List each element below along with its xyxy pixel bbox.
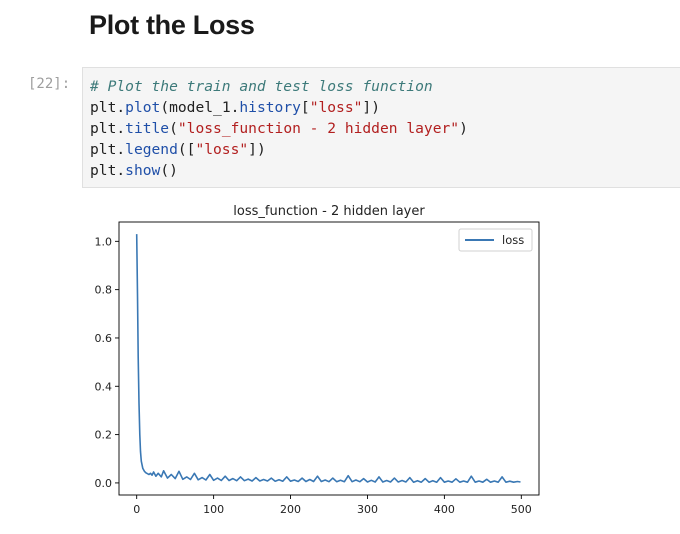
- code-line-legend: plt.legend(["loss"]): [90, 141, 266, 158]
- code-comment: # Plot the train and test loss function: [90, 78, 433, 95]
- y-axis: 0.0 0.2 0.4 0.6 0.8 1.0: [95, 235, 119, 490]
- legend: loss: [458, 228, 533, 252]
- code-line-plot: plt.plot(model_1.history["loss"]): [90, 99, 380, 116]
- y-tick-label: 1.0: [95, 235, 113, 248]
- chart-title: loss_function - 2 hidden layer: [233, 204, 425, 219]
- plot-area: [118, 221, 540, 496]
- y-tick-label: 0.8: [95, 284, 113, 297]
- legend-label-loss: loss: [502, 233, 524, 247]
- code-line-show: plt.show(): [90, 162, 178, 179]
- x-axis: 0 100 200 300 400 500: [133, 495, 532, 516]
- code-cell[interactable]: # Plot the train and test loss function …: [82, 67, 680, 188]
- series-line-loss: [135, 234, 521, 483]
- x-tick-label: 0: [133, 503, 140, 516]
- x-tick-label: 500: [511, 503, 532, 516]
- y-tick-label: 0.2: [95, 429, 113, 442]
- y-tick-label: 0.0: [95, 477, 113, 490]
- x-tick-label: 400: [434, 503, 455, 516]
- y-tick-label: 0.4: [95, 380, 113, 393]
- x-tick-label: 100: [203, 503, 224, 516]
- x-tick-label: 200: [280, 503, 301, 516]
- code-line-title: plt.title("loss_function - 2 hidden laye…: [90, 120, 468, 137]
- cell-prompt: [22]:: [28, 76, 71, 92]
- x-tick-label: 300: [357, 503, 378, 516]
- section-heading: Plot the Loss: [89, 10, 255, 40]
- code-editor[interactable]: # Plot the train and test loss function …: [90, 76, 468, 181]
- y-tick-label: 0.6: [95, 332, 113, 345]
